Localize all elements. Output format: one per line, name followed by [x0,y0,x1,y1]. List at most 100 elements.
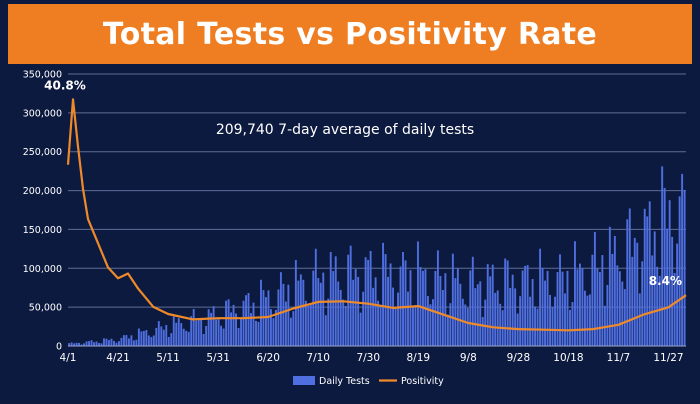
legend-label-daily-tests: Daily Tests [319,376,370,387]
x-tick-label: 7/30 [356,352,380,364]
bar [544,280,547,346]
bar [157,321,160,346]
y-tick-label: 150,000 [23,225,62,236]
bar [255,320,257,346]
bar [496,290,499,346]
bar [646,216,649,346]
bar [329,251,332,346]
bar [476,284,479,346]
bar [648,201,651,346]
x-tick-label: 5/31 [206,352,230,364]
bar [75,342,78,346]
bar [566,270,569,346]
bar [304,300,307,346]
y-tick-label: 50,000 [29,303,62,314]
bar [581,268,584,346]
bar [369,250,372,346]
y-tick-label: 350,000 [23,70,62,81]
bar [364,257,367,346]
bar [232,304,235,346]
bar [127,338,130,346]
bar [461,298,464,346]
bar [162,329,165,346]
bar [287,284,290,346]
bar [177,318,180,346]
bar [150,337,153,346]
bar [220,325,223,346]
bar [583,290,586,346]
bar [661,166,664,346]
bar [85,341,88,346]
bar [294,260,297,346]
bar [379,306,382,346]
bar [459,283,462,346]
bar [78,342,81,346]
bar [108,340,110,346]
bar [631,256,634,346]
bar [509,287,512,346]
bar [135,339,138,346]
bar [165,325,168,346]
bar [529,296,532,346]
bar [152,335,155,346]
x-tick-label: 7/10 [306,352,330,364]
bar [653,231,656,346]
bar [569,309,571,346]
bar [618,271,621,346]
bar [414,305,417,346]
bar [175,322,178,346]
bar [387,276,390,346]
bar [683,190,686,346]
y-tick-label: 100,000 [23,264,62,275]
bar [656,266,659,346]
bar [412,307,414,346]
bar [197,318,200,346]
bar [317,278,320,346]
bar [130,335,133,346]
bar [638,293,641,346]
bar [556,272,559,346]
bar [200,318,203,346]
bar [90,340,93,346]
bar [546,270,549,346]
bar [633,237,636,346]
bar [217,319,220,346]
y-tick-label: 300,000 [23,108,62,119]
bar [526,265,529,346]
legend-label-positivity: Positivity [401,376,444,387]
bar [113,340,115,346]
bar [431,299,434,346]
x-tick-label: 6/20 [256,352,280,364]
bar [539,248,542,346]
bar [142,330,145,346]
bar [137,328,140,346]
bar [404,260,407,346]
bar [347,254,350,346]
bar [384,254,387,346]
bar [322,272,325,346]
bar [549,294,551,346]
bar [260,279,262,346]
bar [531,279,534,346]
data-label: 8.4% [649,274,682,288]
bar [666,228,669,346]
x-tick-label: 5/11 [156,352,180,364]
bar [621,281,624,346]
bar [359,312,362,346]
bar [471,256,474,346]
bar [469,270,472,346]
bar [628,208,631,346]
bar [307,305,310,346]
bar [506,260,509,346]
y-tick-label: 250,000 [23,147,62,158]
bar [643,208,646,346]
bar [397,292,399,346]
bar [110,338,113,346]
bar [132,340,135,346]
bar [120,337,123,346]
bar [636,242,639,346]
bar [578,263,581,346]
bar [95,341,98,346]
bar [417,241,419,346]
bar [551,307,554,346]
